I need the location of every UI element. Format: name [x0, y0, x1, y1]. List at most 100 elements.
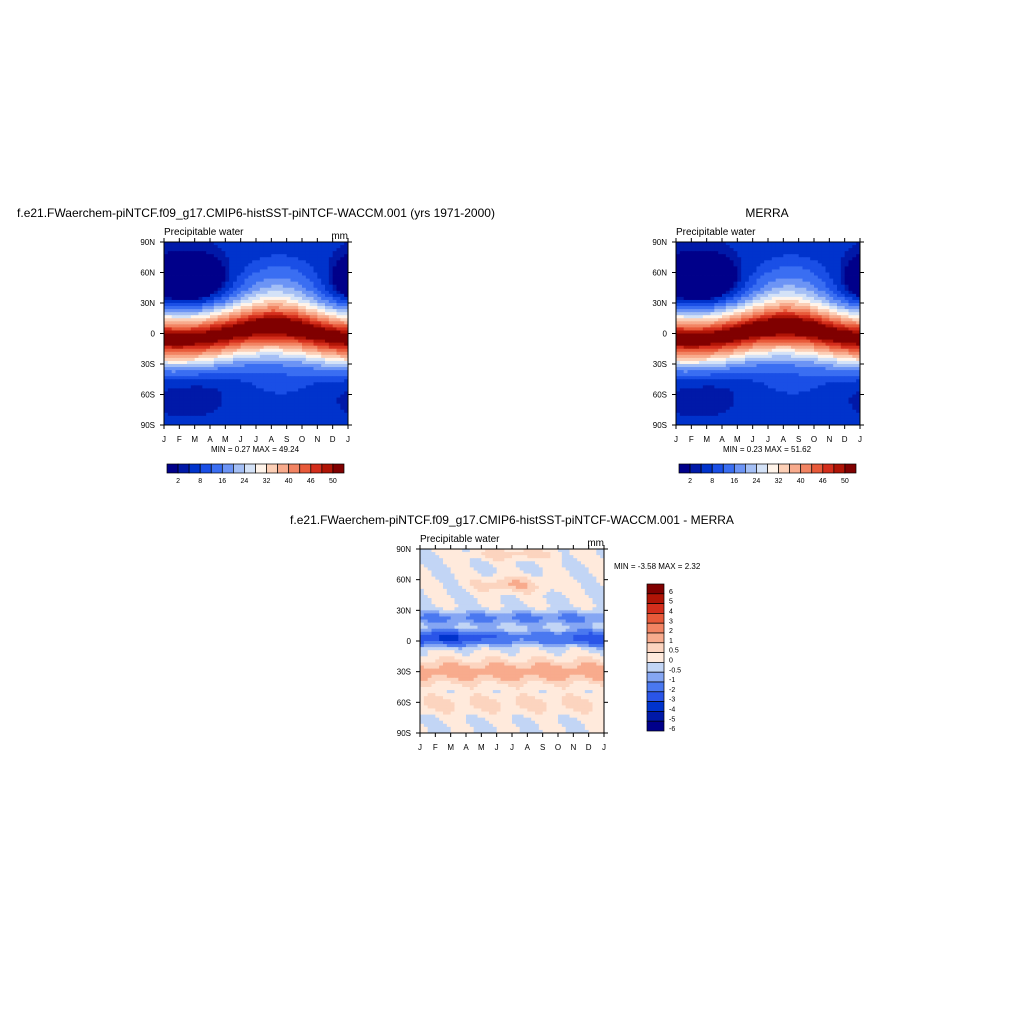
month-tick-label: A — [269, 435, 275, 444]
month-tick-label: S — [284, 435, 289, 444]
panel-model-min-max: MIN = 0.27 MAX = 49.24 — [211, 445, 300, 454]
colorbar-swatch — [646, 593, 665, 604]
colorbar-swatch — [646, 720, 665, 732]
colorbar-label: 32 — [775, 478, 783, 485]
colorbar-swatch — [221, 463, 234, 474]
colorbar-label: -6 — [669, 726, 675, 733]
colorbar-swatch — [646, 603, 665, 614]
colorbar-swatch — [646, 662, 665, 673]
colorbar-swatch — [233, 463, 245, 474]
latitude-tick-label: 60S — [653, 391, 667, 400]
colorbar-swatch — [646, 632, 665, 644]
month-tick-label: A — [781, 435, 787, 444]
month-tick-label: D — [330, 435, 336, 444]
month-tick-label: M — [734, 435, 741, 444]
latitude-tick-label: 90N — [652, 238, 667, 247]
month-tick-label: M — [191, 435, 198, 444]
latitude-tick-label: 60N — [396, 576, 411, 585]
month-tick-label: J — [510, 743, 514, 752]
colorbar-label: 2 — [176, 478, 180, 485]
month-tick-label: J — [602, 743, 606, 752]
colorbar-label: 46 — [819, 478, 827, 485]
colorbar-swatch — [255, 463, 267, 474]
colorbar-label: 5 — [669, 599, 673, 606]
colorbar-label: 8 — [198, 478, 202, 485]
panel-merra-field-label: Precipitable water — [676, 227, 756, 238]
month-tick-label: A — [719, 435, 725, 444]
colorbar-swatch — [646, 622, 665, 634]
colorbar-swatch — [646, 613, 665, 624]
colorbar-label: 0.5 — [669, 648, 679, 655]
month-tick-label: F — [177, 435, 182, 444]
colorbar-label: 24 — [241, 478, 249, 485]
panel-difference-title: f.e21.FWaerchem-piNTCF.f09_g17.CMIP6-his… — [290, 513, 734, 527]
month-tick-label: J — [254, 435, 258, 444]
month-tick-label: J — [346, 435, 350, 444]
colorbar-label: 2 — [669, 628, 673, 635]
colorbar-label: 4 — [669, 608, 673, 615]
latitude-tick-label: 30N — [140, 299, 155, 308]
month-tick-label: S — [796, 435, 801, 444]
panel-merra-title: MERRA — [745, 206, 788, 220]
colorbar-label: -0.5 — [669, 667, 681, 674]
panel-model-field-label: Precipitable water — [164, 227, 244, 238]
colorbar-label: 3 — [669, 618, 673, 625]
latitude-tick-label: 30S — [397, 668, 411, 677]
colorbar-label: 40 — [797, 478, 805, 485]
panel-merra: MERRA Precipitable water J F M A M J J A S O N D J90… — [652, 206, 864, 485]
panel-model-units: mm — [331, 231, 348, 242]
colorbar-label: -1 — [669, 677, 675, 684]
colorbar-label: -4 — [669, 706, 675, 713]
colorbar-swatch — [177, 463, 190, 474]
panel-difference: f.e21.FWaerchem-piNTCF.f09_g17.CMIP6-his… — [290, 513, 734, 752]
colorbar-swatch — [277, 463, 290, 474]
colorbar-swatch — [800, 463, 813, 474]
colorbar-swatch — [833, 463, 846, 474]
latitude-tick-label: 60S — [397, 698, 411, 707]
latitude-tick-label: 30S — [141, 360, 155, 369]
latitude-tick-label: 60N — [140, 269, 155, 278]
colorbar-label: 32 — [263, 478, 271, 485]
colorbar-label: 46 — [307, 478, 315, 485]
colorbar-swatch — [244, 463, 256, 474]
colorbar-swatch — [811, 463, 824, 474]
colorbar-swatch — [646, 652, 665, 663]
month-tick-label: M — [222, 435, 229, 444]
latitude-tick-label: 60N — [652, 269, 667, 278]
colorbar-label: 24 — [753, 478, 761, 485]
colorbar-swatch — [266, 463, 278, 474]
panel-merra-heatmap — [676, 242, 861, 426]
latitude-tick-label: 30S — [653, 360, 667, 369]
colorbar-swatch — [646, 681, 665, 693]
panel-merra-min-max: MIN = 0.23 MAX = 51.62 — [723, 445, 812, 454]
colorbar-label: 16 — [218, 478, 226, 485]
month-tick-label: N — [570, 743, 576, 752]
colorbar-swatch — [778, 463, 790, 474]
month-tick-label: O — [811, 435, 817, 444]
latitude-tick-label: 0 — [407, 637, 412, 646]
panel-model-title: f.e21.FWaerchem-piNTCF.f09_g17.CMIP6-his… — [17, 206, 495, 220]
colorbar-swatch — [210, 463, 223, 474]
latitude-tick-label: 0 — [151, 330, 156, 339]
colorbar-swatch — [789, 463, 802, 474]
month-tick-label: F — [433, 743, 438, 752]
month-tick-label: J — [674, 435, 678, 444]
colorbar-swatch — [188, 463, 201, 474]
month-tick-label: A — [207, 435, 213, 444]
month-tick-label: N — [314, 435, 320, 444]
colorbar-swatch — [756, 463, 768, 474]
colorbar-swatch — [711, 463, 724, 474]
colorbar-swatch — [722, 463, 735, 474]
colorbar-swatch — [310, 463, 323, 474]
panel-merra-colorbar: 2 8 16 24 32 40 46 50 — [678, 463, 857, 485]
colorbar-label: 1 — [669, 638, 673, 645]
colorbar-swatch — [199, 463, 212, 474]
colorbar-swatch — [733, 463, 746, 474]
colorbar-swatch — [646, 691, 665, 702]
colorbar-label: 40 — [285, 478, 293, 485]
colorbar-swatch — [767, 463, 779, 474]
panel-model-heatmap — [164, 242, 349, 426]
